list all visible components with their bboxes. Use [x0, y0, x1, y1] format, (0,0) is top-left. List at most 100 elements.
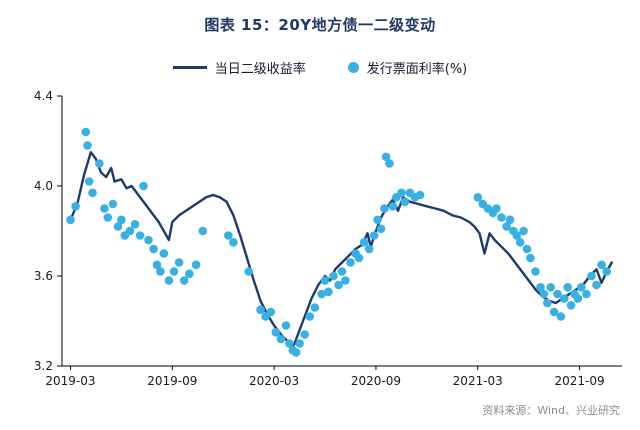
x-tick-label: 2020-03 [249, 374, 299, 388]
coupon-rate-dot [515, 238, 525, 247]
legend-scatter-label: 发行票面利率(%) [366, 62, 468, 77]
coupon-rate-dot [546, 283, 555, 292]
coupon-rate-dot [83, 141, 92, 150]
coupon-rate-dot [324, 287, 333, 297]
coupon-rate-dot [224, 231, 233, 240]
coupon-rate-dot [130, 220, 140, 229]
coupon-rate-dot [519, 226, 528, 236]
coupon-rate-dot [164, 276, 174, 285]
coupon-rate-dot [582, 289, 591, 299]
x-tick-label: 2019-09 [147, 374, 197, 388]
coupon-rate-dot [281, 321, 291, 330]
coupon-rate-dot [174, 258, 184, 267]
legend-item-secondary-yield: 当日二级收益率 [172, 58, 306, 77]
coupon-rate-dot [276, 334, 286, 344]
coupon-rate-dot [329, 271, 338, 281]
x-tick-label: 2021-03 [453, 374, 503, 388]
y-tick-label: 4.0 [34, 179, 53, 193]
coupon-rate-dot [285, 339, 294, 348]
x-tick-label: 2021-09 [555, 374, 605, 388]
coupon-rate-dot [563, 283, 572, 292]
coupon-rate-dot [566, 301, 576, 310]
coupon-rate-dot [531, 267, 540, 276]
coupon-rate-dot [587, 271, 596, 281]
coupon-rate-dot [549, 307, 559, 317]
coupon-rate-dot [108, 199, 118, 209]
y-tick-label: 3.6 [34, 269, 53, 283]
coupon-rate-dot [229, 238, 238, 247]
coupon-rate-dot [380, 204, 389, 213]
x-tick-label: 2019-03 [45, 374, 95, 388]
y-tick-label: 4.4 [34, 89, 53, 103]
coupon-rate-dot [505, 215, 515, 225]
coupon-rate-dot [113, 222, 123, 231]
coupon-rate-dot [602, 267, 611, 276]
coupon-rate-dot [497, 213, 506, 222]
coupon-rate-dot [295, 339, 304, 348]
coupon-rate-dot [385, 159, 394, 168]
coupon-rate-dot [266, 307, 276, 317]
coupon-rate-dot [369, 231, 379, 240]
coupon-rate-dot [556, 312, 566, 321]
coupon-rate-dot [100, 204, 109, 213]
coupon-rate-dot [66, 215, 75, 225]
coupon-rate-dot [573, 294, 583, 303]
source-text: 资料来源：Wind、兴业研究 [482, 404, 620, 417]
coupon-rate-dot [400, 197, 410, 207]
coupon-rate-dot [376, 224, 386, 234]
y-tick-label: 3.2 [34, 359, 53, 373]
coupon-rate-dot [95, 159, 104, 168]
coupon-rate-dot [169, 267, 179, 276]
coupon-rate-dot [512, 231, 522, 240]
coupon-rate-dot [81, 127, 91, 137]
coupon-rate-dot [522, 244, 532, 254]
coupon-rate-dot [191, 260, 201, 270]
coupon-rate-dot [256, 305, 265, 315]
coupon-rate-dot [271, 328, 281, 337]
coupon-rate-dot [543, 298, 552, 308]
coupon-rate-dot [139, 181, 148, 191]
coupon-rate-dot [159, 249, 169, 258]
coupon-rate-dot [149, 244, 158, 254]
coupon-rate-dot [597, 260, 606, 270]
coupon-rate-dot [388, 202, 398, 211]
chart-title: 图表 15：20Y地方债一二级变动 [204, 16, 436, 34]
coupon-rate-dot [346, 258, 355, 267]
coupon-rate-dot [244, 267, 253, 276]
coupon-rate-dot [415, 190, 425, 200]
legend-line-label: 当日二级收益率 [214, 62, 306, 77]
coupon-rate-dot [125, 226, 135, 236]
coupon-rate-dot [103, 213, 113, 222]
coupon-rate-dot [144, 235, 153, 245]
coupon-rate-dot [341, 276, 350, 285]
coupon-rate-dot [577, 283, 586, 292]
coupon-rate-dot [381, 152, 391, 162]
coupon-rate-dot [526, 253, 535, 263]
line-swatch-icon [172, 66, 207, 69]
coupon-rate-dot [364, 244, 374, 254]
coupon-rate-dot [473, 193, 483, 202]
coupon-rate-dot [135, 231, 145, 240]
coupon-rate-dot [84, 177, 94, 186]
coupon-rate-dot [397, 188, 406, 198]
coupon-rate-dot [305, 312, 315, 321]
coupon-rate-dot [337, 267, 347, 276]
chart-legend: 当日二级收益率 发行票面利率(%) [0, 58, 640, 77]
coupon-rate-dot [560, 294, 569, 303]
coupon-rate-dot [117, 215, 126, 225]
coupon-rate-dot [156, 267, 165, 276]
coupon-rate-dot [553, 289, 562, 299]
coupon-rate-dot [536, 283, 545, 292]
coupon-rate-dot [502, 222, 511, 231]
coupon-rate-dot [334, 280, 343, 290]
coupon-rate-dot [179, 276, 189, 285]
coupon-rate-dot [185, 269, 194, 279]
coupon-rate-dot [310, 303, 320, 312]
x-tick-label: 2020-09 [351, 374, 401, 388]
coupon-rate-dot [492, 204, 501, 213]
coupon-rate-dot [320, 276, 330, 285]
coupon-rate-dot [291, 348, 301, 357]
coupon-rate-dot [88, 188, 97, 198]
coupon-rate-dot [359, 238, 369, 247]
